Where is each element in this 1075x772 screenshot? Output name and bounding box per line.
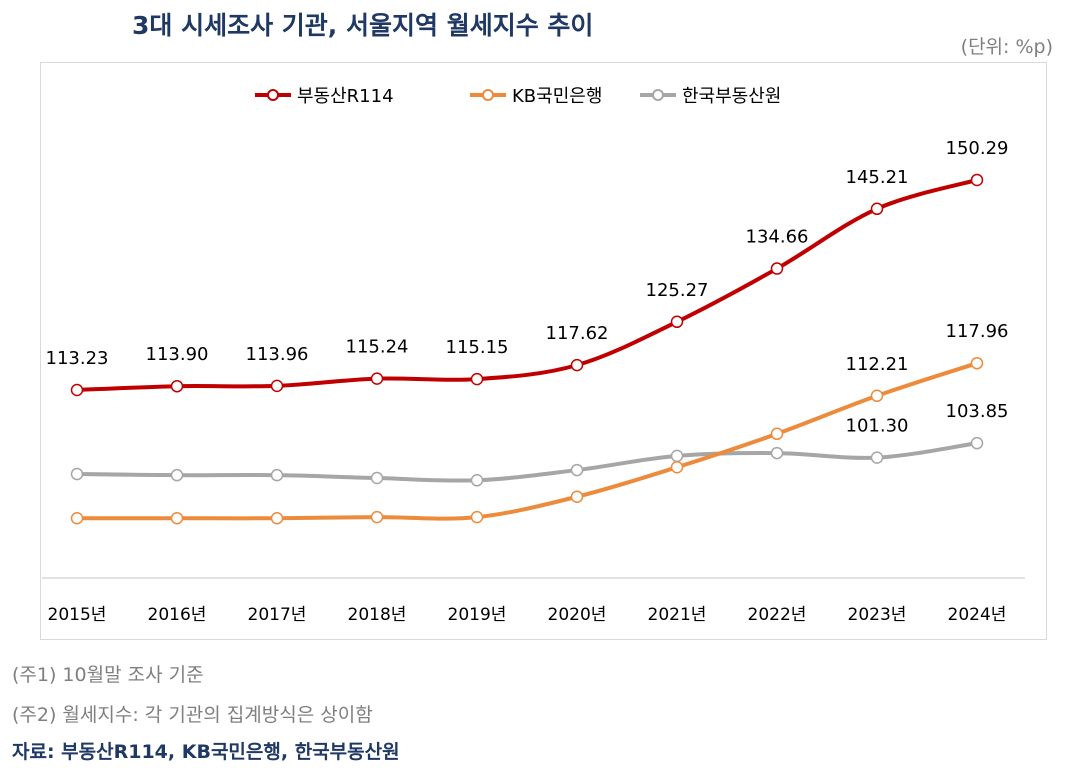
legend-marker [652, 89, 664, 101]
data-point [970, 436, 984, 450]
data-label: 115.15 [446, 337, 509, 358]
x-tick-label: 2016년 [148, 605, 207, 625]
data-point [870, 202, 884, 216]
x-tick-label: 2022년 [748, 605, 807, 625]
data-point [570, 358, 584, 372]
data-label: 117.62 [546, 323, 609, 344]
data-point [870, 451, 884, 464]
data-label: 113.90 [146, 344, 209, 365]
x-tick-label: 2017년 [248, 605, 307, 625]
data-point [270, 511, 284, 525]
data-point [970, 356, 984, 370]
series-line-부동산R114 [76, 178, 978, 392]
x-tick-label: 2018년 [348, 605, 407, 625]
data-point [370, 471, 384, 485]
data-label: 125.27 [646, 280, 709, 301]
legend-label: 부동산R114 [297, 86, 394, 107]
legend-marker [267, 89, 279, 101]
data-point [570, 490, 584, 503]
data-point [870, 389, 884, 403]
data-label: 134.66 [746, 227, 809, 248]
x-tick-label: 2019년 [448, 605, 507, 625]
data-label: 145.21 [846, 167, 909, 188]
data-point [770, 446, 784, 460]
data-point [170, 468, 184, 482]
series-line-한국부동산원 [76, 441, 978, 483]
data-point [670, 449, 684, 463]
source-text: 자료: 부동산R114, KB국민은행, 한국부동산원 [12, 741, 400, 763]
legend-label: KB국민은행 [512, 86, 602, 107]
x-tick-label: 2023년 [848, 605, 907, 625]
legend-label: 한국부동산원 [682, 86, 781, 107]
page-title: 3대 시세조사 기관, 서울지역 월세지수 추이 [132, 11, 594, 40]
data-label: 117.96 [946, 321, 1009, 342]
data-point [970, 173, 984, 187]
legend-marker [482, 89, 494, 101]
data-point [270, 379, 284, 393]
data-point [70, 383, 84, 397]
data-label: 103.85 [946, 401, 1009, 422]
data-label: 112.21 [846, 354, 909, 375]
series-line-KB국민은행 [77, 361, 978, 521]
data-point [70, 511, 84, 525]
data-point [470, 372, 484, 386]
data-point [370, 372, 384, 385]
data-label: 113.96 [246, 344, 309, 365]
data-label: 113.23 [46, 348, 109, 369]
data-point [370, 510, 384, 524]
data-point [770, 262, 784, 275]
data-point [70, 467, 84, 481]
chart-frame [40, 62, 1047, 640]
note-1: (주1) 10월말 조사 기준 [12, 664, 204, 686]
data-label: 101.30 [846, 416, 909, 437]
data-point [670, 315, 684, 329]
x-tick-label: 2021년 [648, 605, 707, 625]
data-point [470, 474, 484, 487]
note-2: (주2) 월세지수: 각 기관의 집계방식은 상이함 [12, 704, 373, 726]
unit-label: (단위: %p) [960, 36, 1053, 58]
data-point [470, 510, 484, 524]
x-tick-label: 2020년 [548, 605, 607, 625]
data-point [770, 427, 784, 441]
x-tick-label: 2015년 [48, 605, 107, 625]
data-label: 150.29 [946, 138, 1009, 159]
data-point [670, 460, 684, 474]
data-point [170, 511, 184, 525]
data-point [570, 463, 584, 477]
data-point [270, 468, 284, 482]
data-label: 115.24 [346, 337, 409, 358]
data-point [170, 379, 184, 393]
x-tick-label: 2024년 [948, 605, 1007, 625]
